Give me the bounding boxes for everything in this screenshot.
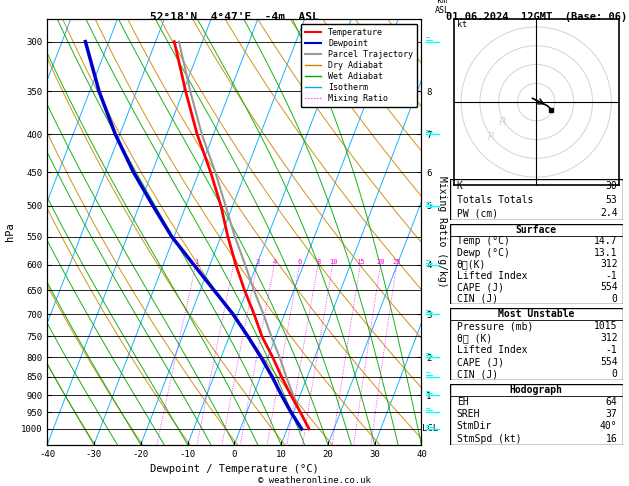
Legend: Temperature, Dewpoint, Parcel Trajectory, Dry Adiabat, Wet Adiabat, Isotherm, Mi: Temperature, Dewpoint, Parcel Trajectory… bbox=[301, 24, 417, 107]
Text: 2.4: 2.4 bbox=[600, 208, 618, 218]
Text: Dewp (°C): Dewp (°C) bbox=[457, 248, 509, 258]
Text: Lifted Index: Lifted Index bbox=[457, 271, 527, 280]
Text: 3: 3 bbox=[255, 259, 260, 265]
Text: 312: 312 bbox=[600, 333, 618, 343]
Text: 64: 64 bbox=[606, 397, 618, 407]
Y-axis label: Mixing Ratio (g/kg): Mixing Ratio (g/kg) bbox=[437, 176, 447, 288]
Text: StmSpd (kt): StmSpd (kt) bbox=[457, 434, 521, 444]
Text: Hodograph: Hodograph bbox=[509, 385, 563, 395]
Text: 312: 312 bbox=[600, 259, 618, 269]
Text: 01.06.2024  12GMT  (Base: 06): 01.06.2024 12GMT (Base: 06) bbox=[445, 12, 627, 22]
Text: kt: kt bbox=[457, 20, 467, 29]
Y-axis label: hPa: hPa bbox=[5, 223, 15, 242]
Text: 1: 1 bbox=[194, 259, 199, 265]
Text: K: K bbox=[457, 181, 462, 191]
Text: 0: 0 bbox=[611, 294, 618, 304]
Text: 30: 30 bbox=[606, 181, 618, 191]
Text: CIN (J): CIN (J) bbox=[457, 294, 498, 304]
Text: 52°18'N  4°47'E  -4m  ASL: 52°18'N 4°47'E -4m ASL bbox=[150, 12, 319, 22]
Text: 6: 6 bbox=[298, 259, 302, 265]
Text: 14.7: 14.7 bbox=[594, 236, 618, 246]
Text: θᴇ(K): θᴇ(K) bbox=[457, 259, 486, 269]
Text: Temp (°C): Temp (°C) bbox=[457, 236, 509, 246]
Text: -1: -1 bbox=[606, 345, 618, 355]
Text: 1015: 1015 bbox=[594, 321, 618, 331]
Text: 25: 25 bbox=[392, 259, 401, 265]
Text: R: R bbox=[499, 117, 506, 126]
Text: PW (cm): PW (cm) bbox=[457, 208, 498, 218]
Text: Lifted Index: Lifted Index bbox=[457, 345, 527, 355]
Text: SREH: SREH bbox=[457, 409, 480, 419]
Text: Totals Totals: Totals Totals bbox=[457, 194, 533, 205]
Text: 16: 16 bbox=[606, 434, 618, 444]
Text: km
ASL: km ASL bbox=[435, 0, 450, 15]
Text: 8: 8 bbox=[316, 259, 321, 265]
Text: θᴇ (K): θᴇ (K) bbox=[457, 333, 492, 343]
Text: 554: 554 bbox=[600, 357, 618, 367]
Text: CAPE (J): CAPE (J) bbox=[457, 357, 504, 367]
Text: 4: 4 bbox=[273, 259, 277, 265]
Text: CIN (J): CIN (J) bbox=[457, 369, 498, 379]
Text: 554: 554 bbox=[600, 282, 618, 292]
Text: Most Unstable: Most Unstable bbox=[498, 309, 574, 319]
Text: © weatheronline.co.uk: © weatheronline.co.uk bbox=[258, 475, 371, 485]
Text: Pressure (mb): Pressure (mb) bbox=[457, 321, 533, 331]
Text: -1: -1 bbox=[606, 271, 618, 280]
Text: 40°: 40° bbox=[600, 421, 618, 432]
Text: 53: 53 bbox=[606, 194, 618, 205]
Text: Surface: Surface bbox=[516, 225, 557, 235]
Text: 37: 37 bbox=[606, 409, 618, 419]
Text: 2: 2 bbox=[232, 259, 237, 265]
Text: 20: 20 bbox=[377, 259, 385, 265]
Text: 15: 15 bbox=[357, 259, 365, 265]
Text: R: R bbox=[487, 132, 494, 141]
Text: 0: 0 bbox=[611, 369, 618, 379]
Text: LCL: LCL bbox=[422, 424, 438, 434]
X-axis label: Dewpoint / Temperature (°C): Dewpoint / Temperature (°C) bbox=[150, 464, 319, 474]
Text: 10: 10 bbox=[329, 259, 338, 265]
Text: CAPE (J): CAPE (J) bbox=[457, 282, 504, 292]
Text: 13.1: 13.1 bbox=[594, 248, 618, 258]
Text: StmDir: StmDir bbox=[457, 421, 492, 432]
Text: EH: EH bbox=[457, 397, 469, 407]
